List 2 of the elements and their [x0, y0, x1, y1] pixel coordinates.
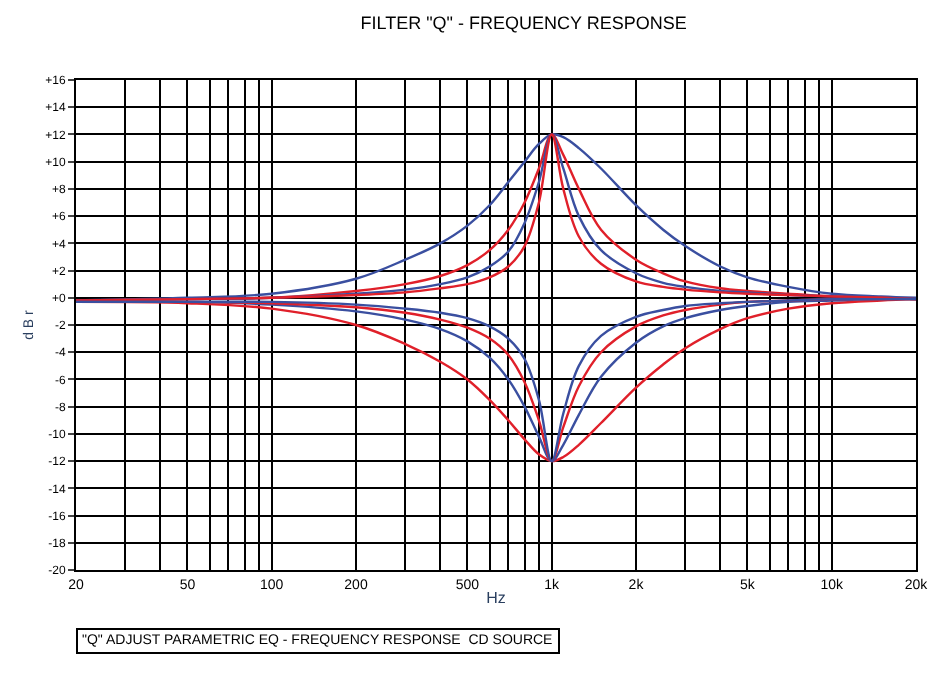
chart-title: FILTER "Q" - FREQUENCY RESPONSE — [360, 13, 687, 34]
x-axis-title: Hz — [486, 589, 506, 607]
